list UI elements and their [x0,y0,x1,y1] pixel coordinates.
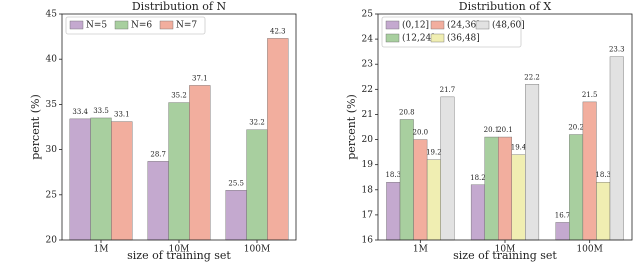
bar [484,136,499,241]
x-tick-label: 100M [576,245,602,255]
bar [69,118,91,241]
value-label: 18.2 [470,174,486,182]
plot-frame [61,13,297,241]
bar [511,154,526,241]
x-axis-label: size of training set [453,249,557,262]
bar [609,56,624,241]
bar [525,84,540,241]
y-tick-label: 24 [362,35,374,45]
value-label: 18.3 [595,171,611,179]
legend-label: (48,60] [492,20,525,31]
bar [470,184,485,241]
value-label: 22.2 [524,73,540,81]
value-label: 21.5 [582,91,598,99]
legend-swatch [430,33,445,43]
value-label: 20.8 [399,108,415,116]
y-tick-label: 18 [362,185,374,195]
chart-title: Distribution of X [459,0,552,13]
value-label: 28.7 [150,150,166,158]
legend-swatch [114,20,129,30]
x-tick-label: 1M [94,245,109,255]
x-tick-label: 10M [169,245,190,255]
y-tick-label: 23 [362,60,374,70]
bar [168,102,190,241]
bar [147,161,169,241]
value-label: 42.3 [270,27,286,35]
x-tick-label: 1M [413,245,428,255]
value-label: 32.2 [249,119,265,127]
legend-label: N=7 [176,21,197,31]
y-tick-label: 35 [46,100,58,110]
value-label: 33.5 [93,107,109,115]
legend-swatch [159,20,174,30]
bar [569,134,584,241]
bar [189,85,211,241]
value-label: 33.4 [72,108,88,116]
bar [596,182,611,241]
bar [246,129,268,241]
y-tick-label: 25 [46,190,58,200]
value-label: 33.1 [114,111,130,119]
value-label: 35.2 [171,92,187,100]
y-tick-label: 17 [362,210,374,220]
value-label: 37.1 [192,74,208,82]
legend-label: N=6 [131,21,152,31]
legend-swatch [385,20,400,30]
bar [225,190,247,241]
bar [440,96,455,241]
plot-frame [377,13,633,241]
bar [555,222,570,241]
bar [582,101,597,241]
bar [90,117,112,241]
y-tick-label: 16 [362,236,374,246]
value-label: 20.1 [484,126,500,134]
y-tick-label: 20 [362,135,374,145]
legend-label: (36,48] [447,33,480,44]
legend-label: (24,36] [447,20,480,31]
value-label: 19.2 [426,149,442,157]
x-tick-label: 100M [244,245,270,255]
bar [267,38,289,241]
legend-label: (12,24] [402,33,435,44]
y-tick-label: 40 [46,55,58,65]
y-tick-label: 22 [362,85,373,95]
y-tick-label: 19 [362,160,374,170]
y-axis-label: percent (%) [345,94,358,160]
x-tick-label: 10M [495,245,516,255]
value-label: 20.1 [497,126,513,134]
y-tick-label: 30 [46,145,58,155]
legend-swatch [385,33,400,43]
y-tick-label: 20 [46,236,58,246]
legend-swatch [69,20,84,30]
value-label: 16.7 [555,211,571,219]
value-label: 23.3 [609,46,625,54]
value-label: 18.3 [385,171,401,179]
legend-swatch [430,20,445,30]
bar [426,159,441,241]
value-label: 20.0 [413,129,429,137]
y-tick-label: 25 [362,10,374,20]
y-axis-label: percent (%) [29,94,42,160]
bar [111,121,133,241]
value-label: 20.2 [568,124,584,132]
x-axis-label: size of training set [127,249,231,262]
value-label: 21.7 [440,86,456,94]
chart-title: Distribution of N [132,0,227,13]
legend-label: (0,12] [402,20,429,31]
y-tick-label: 45 [46,10,58,20]
y-tick-label: 21 [362,110,373,120]
bar [399,119,414,241]
legend-label: N=5 [86,21,107,31]
value-label: 19.4 [511,144,527,152]
legend-swatch [475,20,490,30]
bar [498,136,512,241]
bar [413,139,428,241]
bar [386,182,401,241]
value-label: 25.5 [228,179,244,187]
